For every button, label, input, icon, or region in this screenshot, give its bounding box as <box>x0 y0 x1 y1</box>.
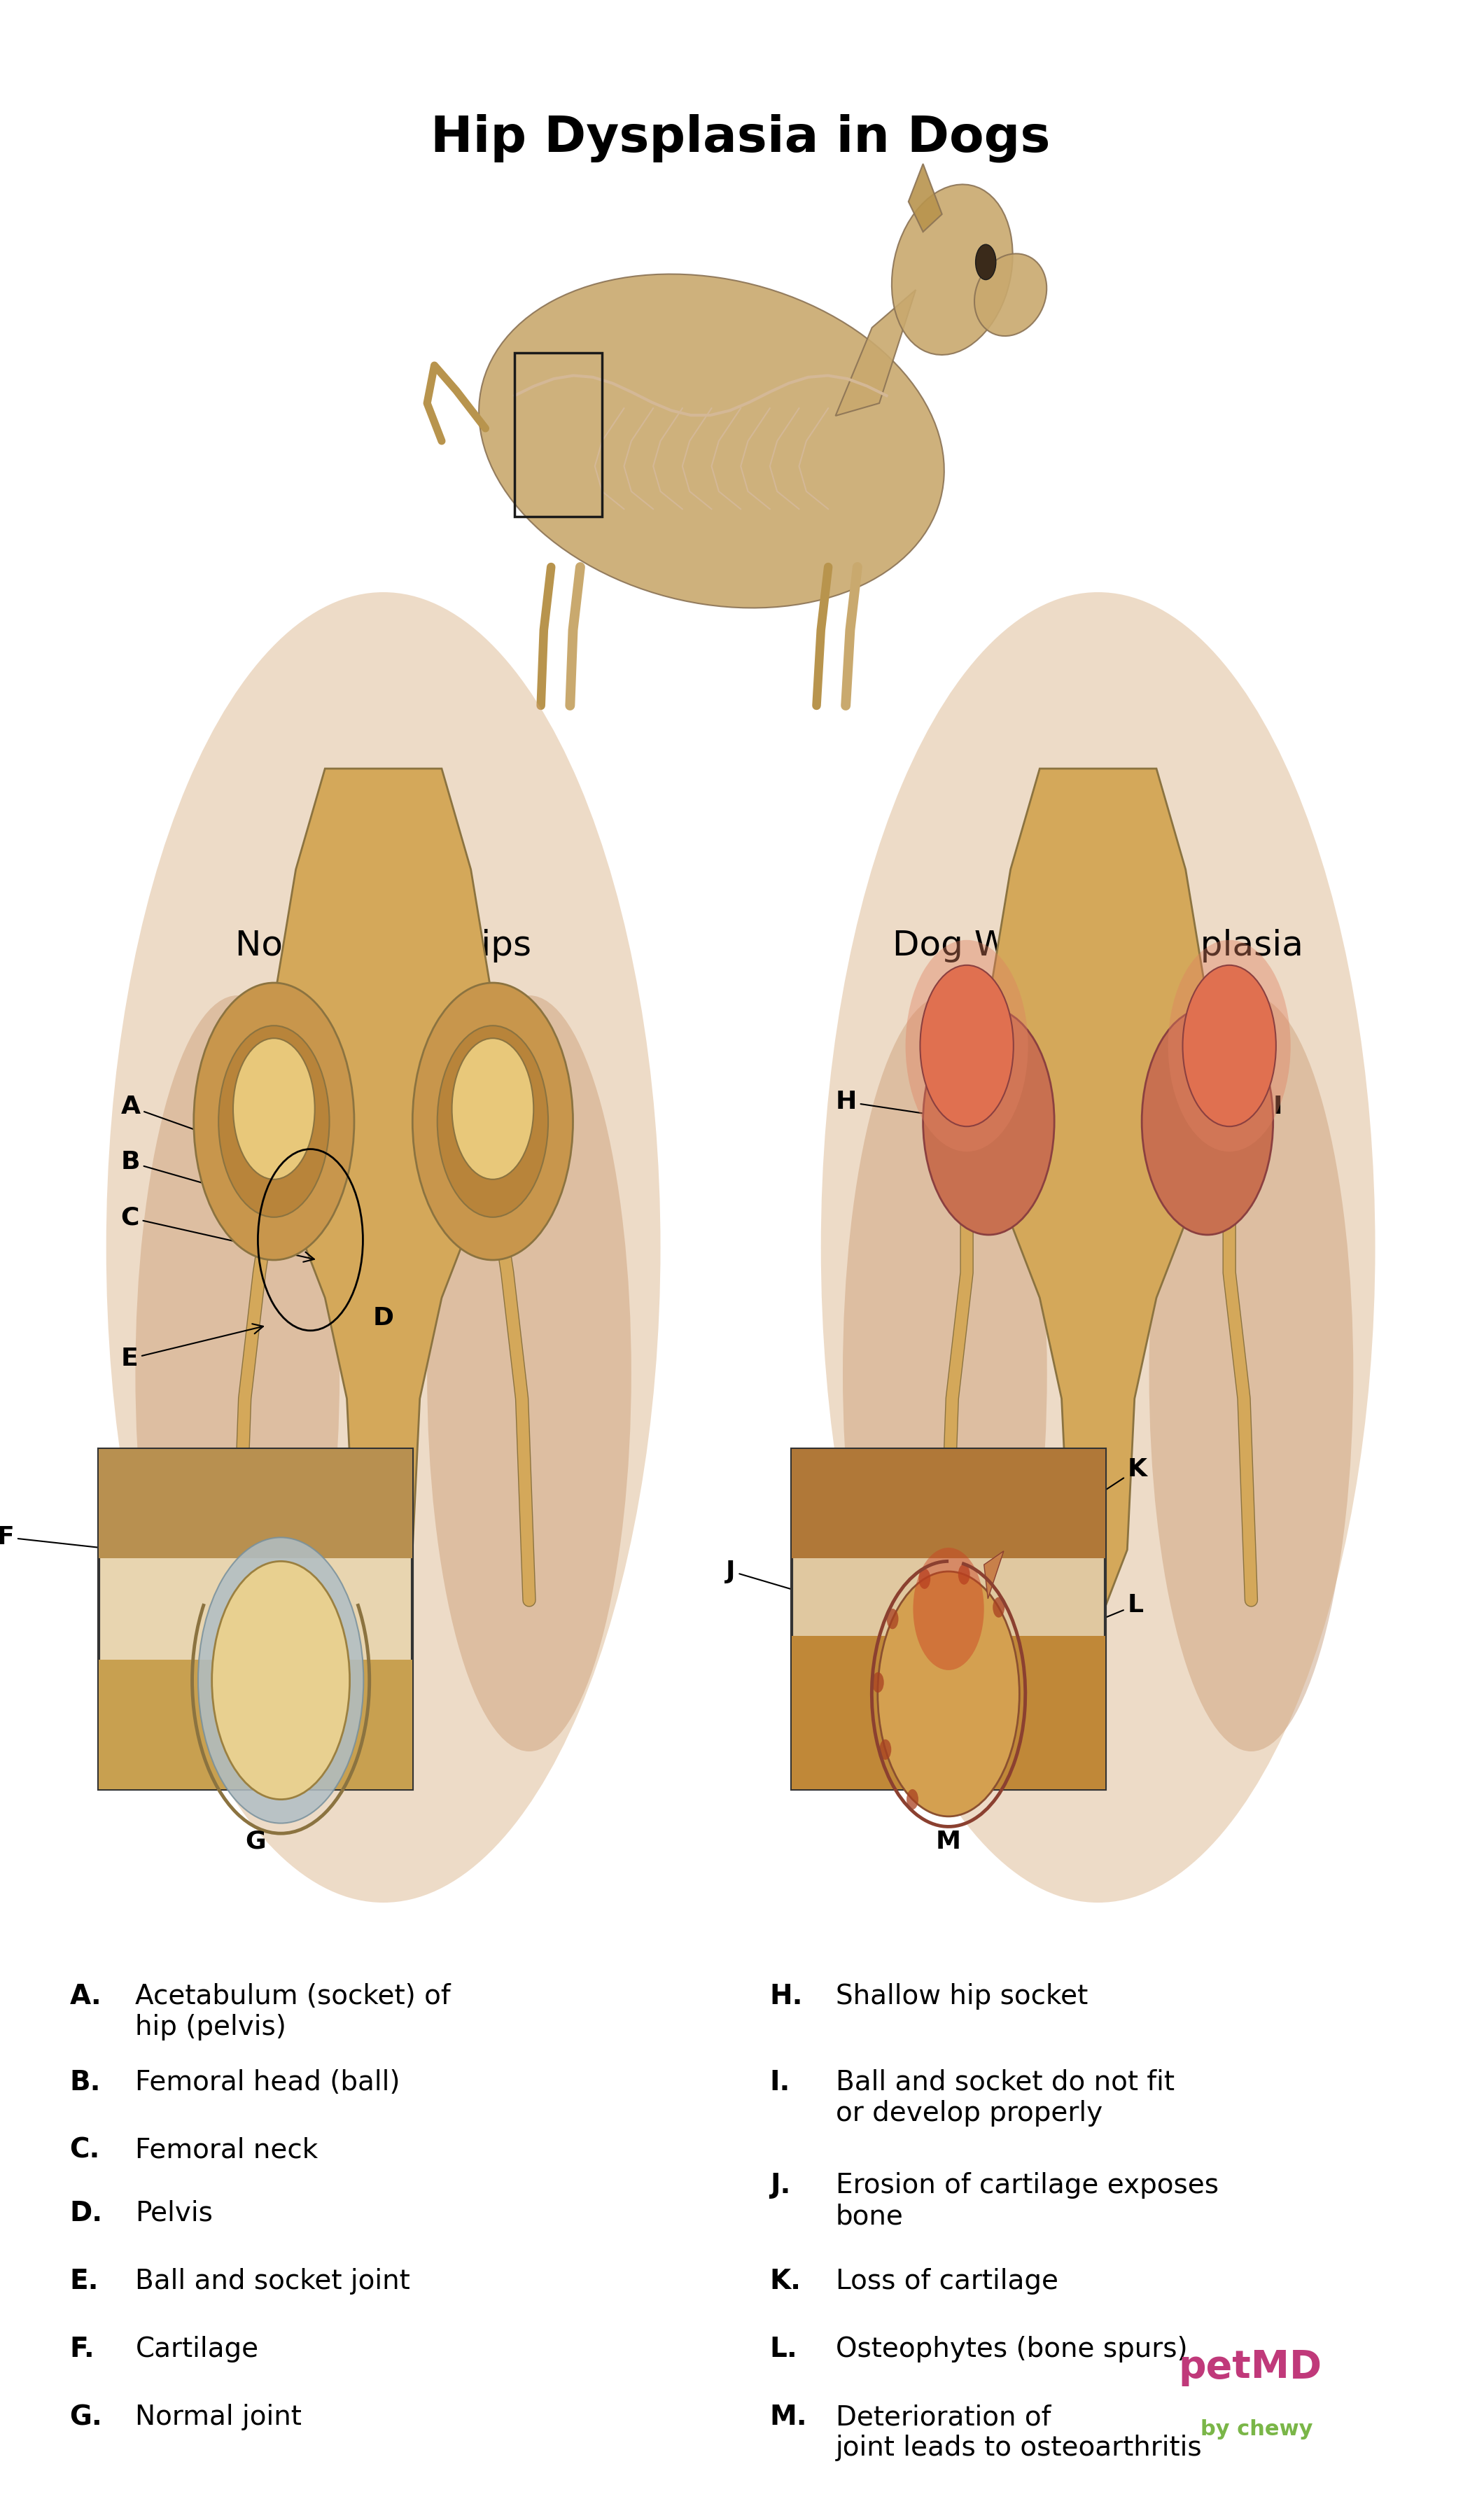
Circle shape <box>451 1038 534 1179</box>
Circle shape <box>920 965 1013 1126</box>
Circle shape <box>219 1026 329 1217</box>
Text: G.: G. <box>69 2404 103 2432</box>
Text: A.: A. <box>69 1983 101 2011</box>
Text: Shallow hip socket: Shallow hip socket <box>835 1983 1088 2011</box>
Bar <box>98 1449 413 1557</box>
Text: D: D <box>373 1305 394 1331</box>
Text: Ball and socket do not fit
or develop properly: Ball and socket do not fit or develop pr… <box>835 2069 1175 2127</box>
Ellipse shape <box>1150 995 1354 1751</box>
Text: Dog With Hip Dysplasia: Dog With Hip Dysplasia <box>892 930 1304 963</box>
Text: L: L <box>1005 1593 1144 1661</box>
Circle shape <box>992 1598 1004 1618</box>
Text: Erosion of cartilage exposes
bone: Erosion of cartilage exposes bone <box>835 2172 1219 2230</box>
Ellipse shape <box>479 275 944 607</box>
Text: B.: B. <box>69 2069 101 2097</box>
Text: Normal Dog Hips: Normal Dog Hips <box>235 930 532 963</box>
Circle shape <box>958 1565 970 1585</box>
Text: G: G <box>245 1830 266 1852</box>
Circle shape <box>886 1608 898 1628</box>
Text: Loss of cartilage: Loss of cartilage <box>835 2268 1058 2296</box>
Text: M: M <box>936 1830 961 1852</box>
Text: L.: L. <box>770 2336 798 2364</box>
Text: Normal joint: Normal joint <box>135 2404 301 2432</box>
Polygon shape <box>908 164 942 232</box>
Circle shape <box>923 1008 1054 1235</box>
Circle shape <box>878 1572 1019 1817</box>
Circle shape <box>1169 940 1291 1152</box>
Text: F: F <box>0 1525 128 1555</box>
Ellipse shape <box>892 184 1013 355</box>
Polygon shape <box>983 1552 1004 1598</box>
Text: I: I <box>1182 1094 1282 1139</box>
Circle shape <box>872 1673 883 1693</box>
Text: I.: I. <box>770 2069 791 2097</box>
Text: E.: E. <box>69 2268 98 2296</box>
Text: Hip Dysplasia in Dogs: Hip Dysplasia in Dogs <box>431 113 1051 161</box>
Text: H.: H. <box>770 1983 803 2011</box>
Text: J.: J. <box>770 2172 791 2200</box>
Text: F.: F. <box>69 2336 94 2364</box>
Circle shape <box>194 983 354 1260</box>
Circle shape <box>234 1038 315 1179</box>
Ellipse shape <box>135 995 340 1751</box>
Circle shape <box>976 244 997 280</box>
Text: M.: M. <box>770 2404 807 2432</box>
Text: H: H <box>835 1089 1007 1129</box>
Text: K.: K. <box>770 2268 801 2296</box>
Circle shape <box>913 1547 983 1671</box>
Text: D.: D. <box>69 2200 103 2228</box>
Bar <box>792 1635 1105 1789</box>
Text: Femoral neck: Femoral neck <box>135 2137 318 2165</box>
Ellipse shape <box>842 995 1047 1751</box>
Circle shape <box>413 983 573 1260</box>
Circle shape <box>1142 1008 1273 1235</box>
Circle shape <box>198 1537 363 1824</box>
Text: C.: C. <box>69 2137 100 2165</box>
Circle shape <box>906 940 1028 1152</box>
Circle shape <box>919 1567 931 1590</box>
Text: Acetabulum (socket) of
hip (pelvis): Acetabulum (socket) of hip (pelvis) <box>135 1983 451 2041</box>
Polygon shape <box>982 769 1214 1625</box>
Ellipse shape <box>106 592 660 1903</box>
Bar <box>98 1449 413 1789</box>
Bar <box>98 1661 413 1789</box>
Bar <box>792 1449 1105 1557</box>
Circle shape <box>1183 965 1276 1126</box>
Text: Femoral head (ball): Femoral head (ball) <box>135 2069 400 2097</box>
Text: B: B <box>121 1149 310 1215</box>
Text: Pelvis: Pelvis <box>135 2200 213 2228</box>
Text: K: K <box>995 1457 1147 1562</box>
Text: Cartilage: Cartilage <box>135 2336 259 2364</box>
Text: petMD: petMD <box>1179 2349 1322 2386</box>
Text: J: J <box>726 1560 935 1633</box>
Text: Ball and socket joint: Ball and socket joint <box>135 2268 410 2296</box>
Polygon shape <box>266 769 500 1625</box>
Ellipse shape <box>975 255 1047 335</box>
Bar <box>514 353 603 517</box>
Circle shape <box>879 1739 891 1759</box>
Text: A: A <box>121 1094 310 1172</box>
Text: E: E <box>121 1323 263 1371</box>
Text: by chewy: by chewy <box>1200 2419 1313 2439</box>
Ellipse shape <box>428 995 631 1751</box>
Circle shape <box>907 1789 919 1809</box>
Ellipse shape <box>820 592 1376 1903</box>
Circle shape <box>437 1026 548 1217</box>
Text: Deterioration of
joint leads to osteoarthritis: Deterioration of joint leads to osteoart… <box>835 2404 1202 2462</box>
Text: Osteophytes (bone spurs): Osteophytes (bone spurs) <box>835 2336 1188 2364</box>
Polygon shape <box>835 290 916 416</box>
Bar <box>792 1449 1105 1789</box>
Circle shape <box>212 1562 350 1799</box>
Text: C: C <box>121 1205 315 1263</box>
